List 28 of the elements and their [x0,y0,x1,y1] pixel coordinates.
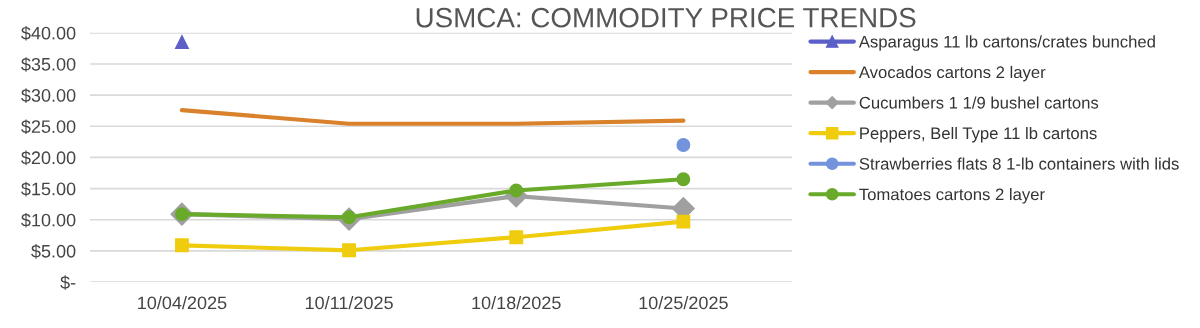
legend-label: Peppers, Bell Type 11 lb cartons [860,126,1097,143]
x-tick-label: 10/18/2025 [472,295,561,310]
y-tick-label: $40.00 [21,25,76,41]
legend-label: Avocados cartons 2 layer [858,65,1046,82]
y-tick-label: $35.00 [21,57,76,72]
point [509,183,524,198]
x-tick-label: 10/04/2025 [138,295,227,310]
legend-label: Tomatoes cartons 2 layer [859,188,1045,204]
y-tick-label: $- [60,275,76,290]
point [676,214,691,229]
chart-title: USMCA: COMMODITY PRICE TRENDS [416,7,916,28]
point [676,172,691,187]
point [509,230,524,245]
y-tick-label: $5.00 [31,244,76,259]
y-tick-label: $30.00 [21,88,76,103]
point [174,238,189,253]
y-tick-label: $10.00 [21,212,76,228]
point [174,35,189,50]
y-tick-label: $20.00 [21,150,76,166]
legend-label: Cucumbers 1 1/9 bushel cartons [859,96,1099,109]
legend-label: Strawberries flats 8 1-lb containers with lids [859,157,1179,170]
x-tick-label: 10/25/2025 [639,295,728,310]
x-tick-label: 10/11/2025 [305,295,393,310]
y-tick-label: $25.00 [21,119,76,135]
y-tick-label: $15.00 [21,181,76,197]
point [342,243,357,258]
point [676,138,691,152]
legend-label: Asparagus 11 lb cartons/crates bunched [858,35,1155,51]
